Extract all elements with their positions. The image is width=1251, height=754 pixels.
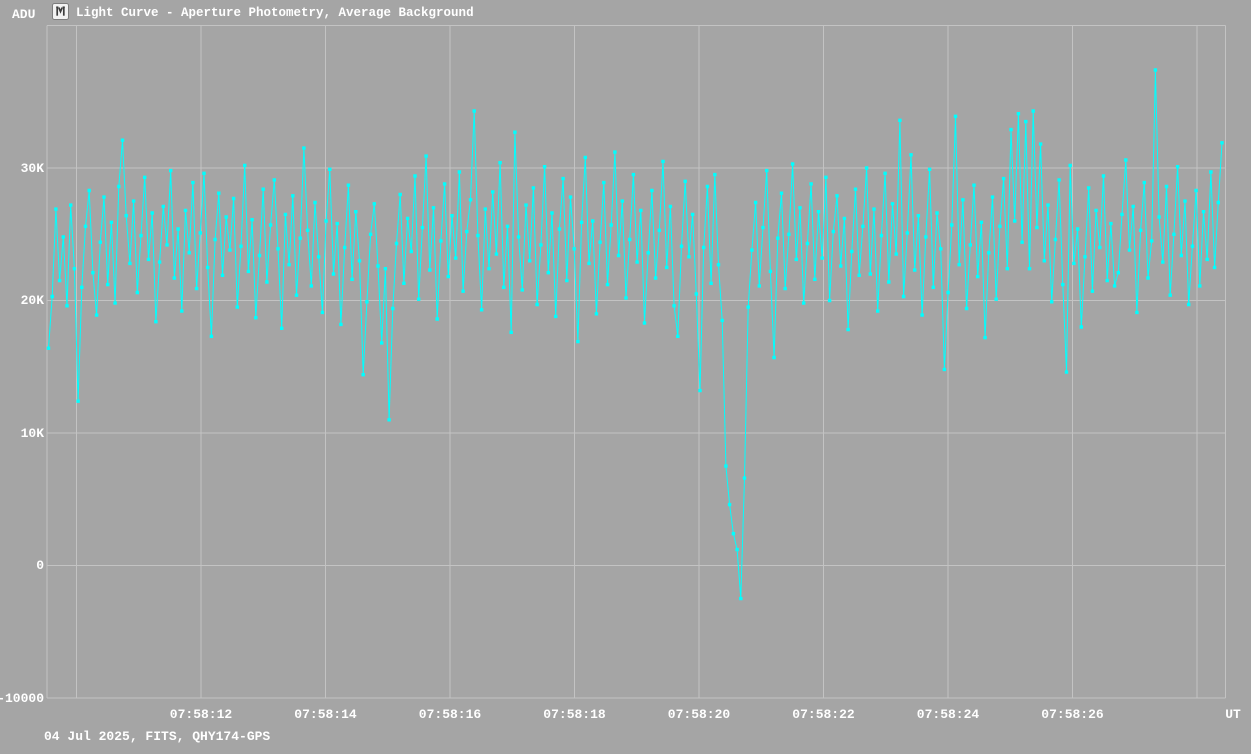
- y-tick-label: 0: [36, 558, 44, 573]
- x-tick-label: 07:58:20: [667, 707, 731, 722]
- y-tick-label: -10000: [0, 690, 44, 706]
- footer-info: 04 Jul 2025, FITS, QHY174-GPS: [44, 729, 271, 744]
- x-tick-label: 07:58:26: [1041, 707, 1104, 722]
- x-tick-label: 07:58:16: [418, 707, 482, 722]
- light-curve-data-points: [46, 68, 1224, 601]
- light-curve-series-line: [48, 69, 1223, 599]
- x-tick-label: 07:58:22: [792, 707, 855, 722]
- x-axis-unit-label: UT: [1225, 707, 1241, 722]
- y-tick-label: 10K: [20, 425, 44, 441]
- app-icon: [52, 3, 69, 20]
- window-title: Light Curve - Aperture Photometry, Avera…: [76, 6, 474, 20]
- x-tick-label: 07:58:24: [916, 707, 980, 722]
- x-tick-label: 07:58:12: [169, 707, 233, 722]
- x-tick-label: 07:58:18: [543, 707, 606, 722]
- x-tick-label: 07:58:14: [294, 707, 357, 722]
- y-axis-unit-label: ADU: [12, 7, 36, 22]
- y-tick-label: 30K: [20, 160, 44, 176]
- y-tick-label: 20K: [20, 293, 44, 308]
